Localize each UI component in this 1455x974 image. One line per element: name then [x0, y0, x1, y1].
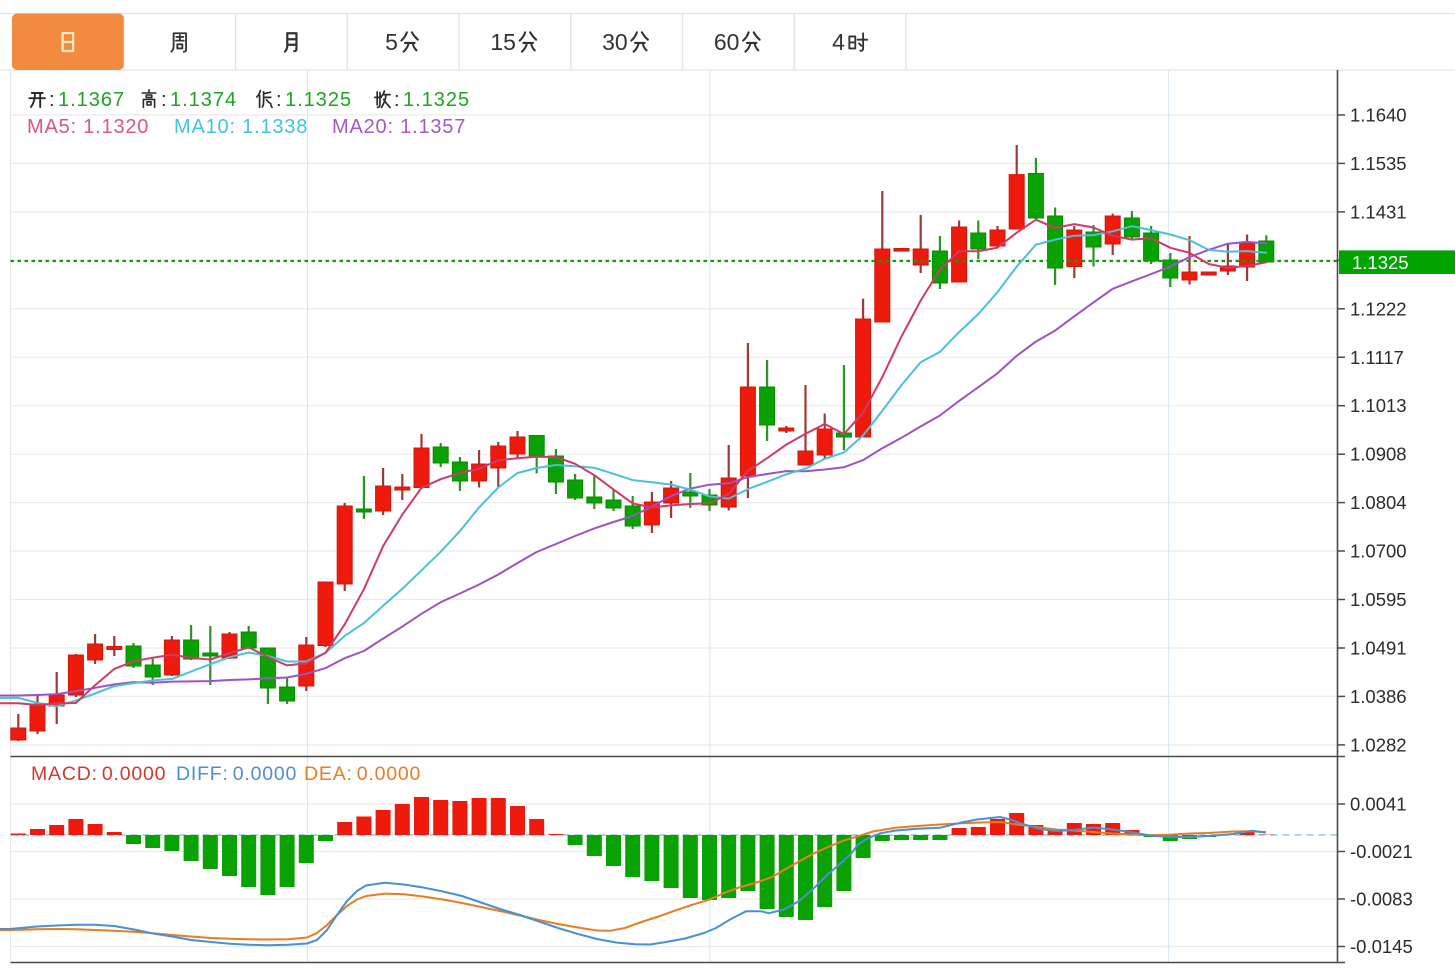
svg-text:1.0700: 1.0700	[1350, 541, 1407, 562]
svg-text:DIFF:0.0000: DIFF:0.0000	[176, 763, 297, 785]
svg-text:-0.0145: -0.0145	[1350, 936, 1413, 957]
svg-text::: :	[276, 89, 282, 111]
svg-text:1.1535: 1.1535	[1350, 153, 1407, 174]
svg-text:0.0041: 0.0041	[1350, 794, 1407, 815]
svg-text:DEA:0.0000: DEA:0.0000	[304, 763, 421, 785]
svg-text:MA20: 1.1357: MA20: 1.1357	[332, 116, 466, 138]
svg-text:1.1640: 1.1640	[1350, 105, 1407, 126]
svg-text:-0.0021: -0.0021	[1350, 841, 1413, 862]
svg-text:1.1325: 1.1325	[403, 89, 470, 111]
svg-text:1.0386: 1.0386	[1350, 686, 1407, 707]
svg-text:1.1431: 1.1431	[1350, 201, 1407, 222]
svg-text:1.1325: 1.1325	[1352, 252, 1409, 273]
svg-text::: :	[394, 89, 400, 111]
svg-text:MA10: 1.1338: MA10: 1.1338	[174, 116, 308, 138]
svg-text:1.1367: 1.1367	[58, 89, 125, 111]
svg-text:4: 4	[832, 29, 845, 55]
svg-text:60: 60	[714, 29, 740, 55]
svg-text:30: 30	[602, 29, 628, 55]
svg-text:15: 15	[490, 29, 516, 55]
svg-text:1.1374: 1.1374	[170, 89, 237, 111]
svg-text:1.0282: 1.0282	[1350, 734, 1407, 755]
svg-text:-0.0083: -0.0083	[1350, 889, 1413, 910]
svg-text:1.1325: 1.1325	[285, 89, 352, 111]
svg-text:1.0908: 1.0908	[1350, 444, 1407, 465]
svg-text:5: 5	[385, 29, 398, 55]
svg-text:1.1117: 1.1117	[1350, 347, 1404, 368]
svg-text:1.1222: 1.1222	[1350, 298, 1407, 319]
svg-text:1.0804: 1.0804	[1350, 492, 1407, 513]
svg-text:1.0595: 1.0595	[1350, 589, 1407, 610]
svg-text:1.0491: 1.0491	[1350, 638, 1407, 659]
svg-text:MACD:0.0000: MACD:0.0000	[31, 763, 166, 785]
svg-text::: :	[49, 89, 55, 111]
svg-text:1.1013: 1.1013	[1350, 395, 1407, 416]
svg-text::: :	[161, 89, 167, 111]
svg-text:MA5: 1.1320: MA5: 1.1320	[27, 116, 149, 138]
